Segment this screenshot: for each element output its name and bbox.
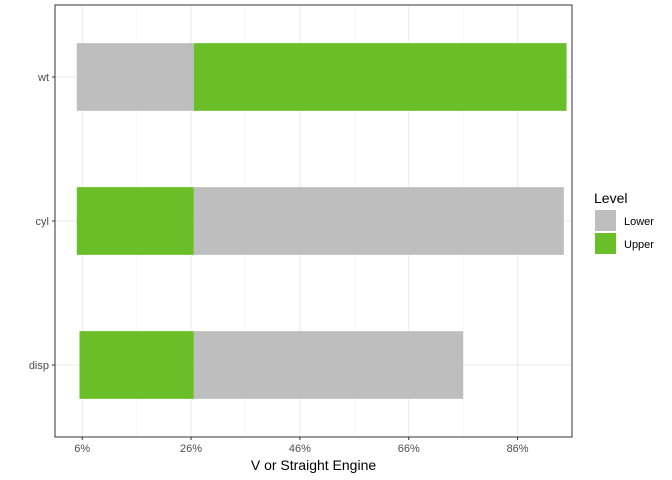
legend-label-lower: Lower: [624, 216, 654, 228]
legend-title: Level: [594, 190, 627, 206]
y-tick-label: wt: [37, 72, 49, 84]
x-tick-label: 26%: [180, 443, 202, 455]
legend-label-upper: Upper: [624, 239, 654, 251]
bar-disp-lower: [193, 331, 464, 399]
bar-cyl-upper: [76, 187, 194, 255]
legend-key-lower: [595, 210, 616, 231]
x-tick-label: 66%: [398, 443, 420, 455]
bars: [76, 43, 567, 399]
x-axis-title: V or Straight Engine: [251, 457, 377, 473]
x-tick-label: 86%: [507, 443, 529, 455]
y-tick-label: cyl: [36, 216, 49, 228]
bar-cyl-lower: [193, 187, 564, 255]
legend-key-upper: [595, 233, 616, 254]
bar-wt-upper: [193, 43, 567, 111]
bar-wt-lower: [76, 43, 194, 111]
plot-area: [54, 4, 573, 438]
x-axis: 6% 26% 46% 66% 86%: [74, 437, 529, 455]
x-tick-label: 6%: [74, 443, 90, 455]
bar-disp-upper: [79, 331, 194, 399]
legend: Level Lower Upper: [594, 190, 654, 254]
y-axis: wt cyl disp: [29, 72, 55, 372]
x-tick-label: 46%: [289, 443, 311, 455]
y-tick-label: disp: [29, 360, 49, 372]
legend-items: Lower Upper: [595, 210, 654, 254]
